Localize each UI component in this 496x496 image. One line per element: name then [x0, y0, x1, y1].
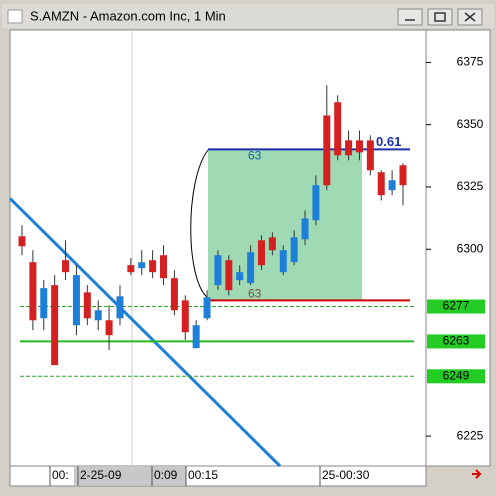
x-tick-label: 0:09 — [154, 468, 178, 482]
candle-body — [105, 320, 113, 336]
candle-body — [203, 297, 211, 319]
price-axis — [425, 29, 491, 467]
minimize-button[interactable] — [397, 8, 423, 26]
candle-body — [399, 165, 407, 186]
candle-body — [323, 115, 331, 186]
candle-body — [236, 272, 244, 281]
level-tag — [427, 299, 485, 314]
candle-body — [377, 172, 385, 196]
candle-body — [225, 260, 233, 291]
candle-body — [29, 262, 37, 321]
level-tag — [427, 369, 485, 384]
box-label-top: 63 — [248, 149, 262, 163]
maximize-button[interactable] — [427, 8, 453, 26]
candle-body — [268, 237, 276, 251]
candle-body — [290, 237, 298, 263]
candle-body — [83, 292, 91, 319]
x-tick-label: 00:15 — [188, 468, 218, 482]
candle-body — [94, 310, 102, 321]
candle-body — [247, 252, 255, 284]
trendline — [8, 197, 282, 468]
x-tick-label: 25-00:30 — [322, 468, 370, 482]
candle-body — [301, 218, 309, 240]
y-tick-label: 6375 — [457, 55, 484, 69]
x-tick-label: 00: — [52, 468, 69, 482]
candle-body — [279, 250, 287, 273]
candle-body — [345, 140, 353, 156]
candle-body — [40, 288, 48, 319]
candle-body — [160, 255, 168, 279]
level-tag — [427, 334, 485, 349]
candle-body — [214, 255, 222, 286]
y-tick-label: 6225 — [457, 428, 484, 442]
measure-box — [208, 150, 362, 300]
scroll-arrow[interactable] — [472, 469, 482, 479]
candle-body — [192, 325, 200, 349]
candle-body — [127, 265, 135, 273]
candle-body — [388, 180, 396, 191]
candle-body — [62, 260, 70, 273]
y-tick-label: 6325 — [457, 179, 484, 193]
candle-body — [170, 278, 178, 311]
candle-body — [312, 185, 320, 221]
candle-body — [181, 300, 189, 333]
candle-body — [355, 140, 363, 153]
blue-line-label: 0.61 — [376, 134, 401, 149]
level-label: 6263 — [443, 334, 470, 348]
y-tick-label: 6300 — [457, 241, 484, 255]
y-tick-label: 6350 — [457, 117, 484, 131]
candle-body — [116, 296, 124, 319]
level-label: 6277 — [443, 299, 470, 313]
candle-body — [149, 260, 157, 273]
candle-body — [334, 102, 342, 156]
level-label: 6249 — [443, 368, 470, 382]
measure-arc — [190, 149, 209, 299]
candle-body — [366, 140, 374, 171]
window-button-icons — [405, 12, 476, 22]
x-tick-label: 2-25-09 — [80, 468, 122, 482]
candle-body — [51, 285, 59, 366]
window-title: S.AMZN - Amazon.com Inc, 1 Min — [30, 8, 226, 23]
candle-body — [138, 262, 146, 269]
box-label-bottom: 63 — [248, 286, 262, 300]
candle-body — [72, 275, 80, 326]
app-icon — [7, 9, 23, 24]
candle-body — [257, 240, 265, 266]
plot: 6225 6300 6325 6350 6375 6277 6263 6249 0.61 63 63… — [8, 55, 485, 486]
time-highlight — [74, 467, 186, 485]
candle-body — [18, 236, 26, 247]
